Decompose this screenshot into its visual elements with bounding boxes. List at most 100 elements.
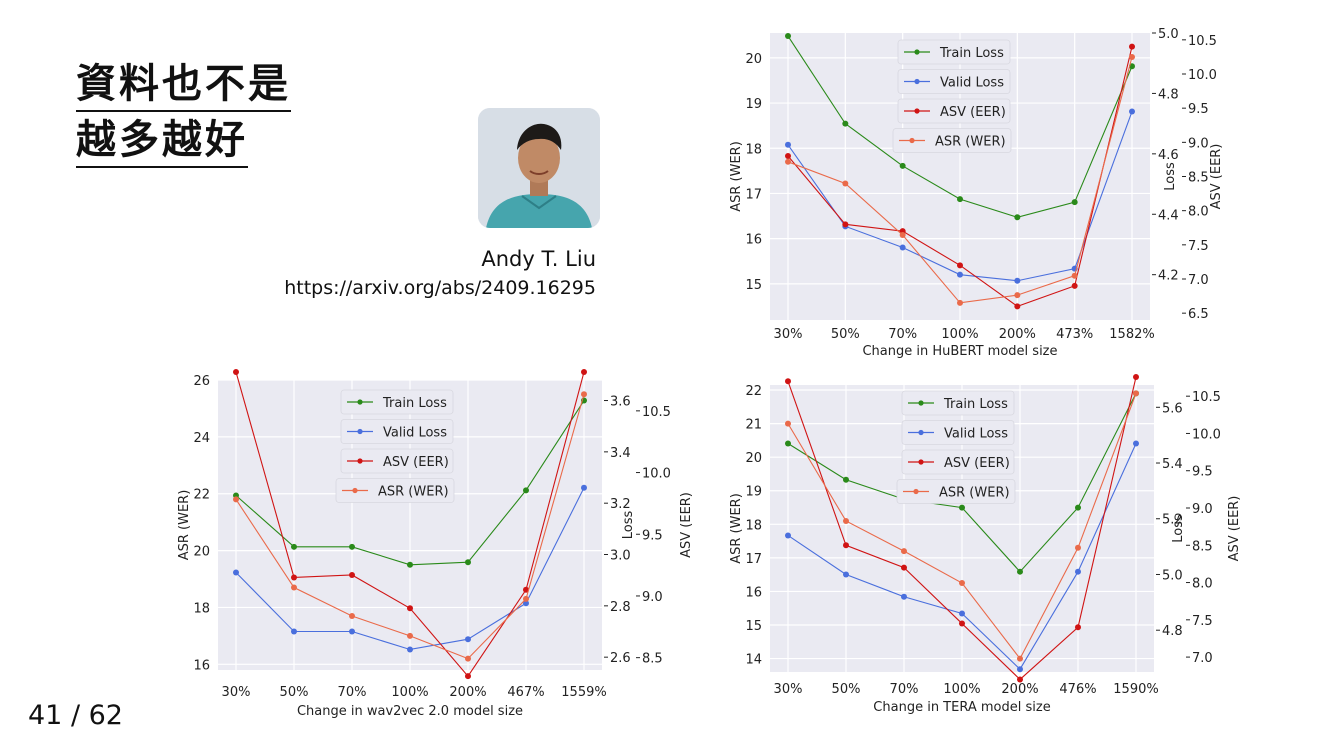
author-portrait-image [478,108,600,228]
wav2vec-valid-loss-point [349,628,355,635]
wav2vec-asr-tick-label: 24 [193,431,210,446]
tera-asr-tick-label: 19 [745,485,762,500]
wav2vec-asv-axis-title: ASV (EER) [679,492,694,558]
hubert-asv-eer-point [957,262,963,269]
wav2vec-loss-tick-label: 3.6 [610,395,631,410]
wav2vec-asr-wer-point [407,632,413,639]
tera-x-tick-label: 200% [1001,682,1038,697]
tera-asv-eer-point [1017,676,1023,683]
tera-asv-eer-point [1133,374,1139,380]
tera-legend-marker [913,488,919,495]
tera-x-tick-label: 50% [832,682,861,697]
hubert-legend-box [897,69,1011,94]
hubert-asr-tick-label: 15 [745,278,762,293]
hubert-x-tick-label: 70% [888,327,917,342]
wav2vec-asv-eer-point [407,605,413,612]
tera-x-tick-label: 70% [890,682,919,697]
hubert-chart: 30% 50% 70% 100% 200% 473% 1582% 15 16 17 18 19 20 4.… [729,27,1224,359]
hubert-asr-wer-point [957,299,963,306]
tera-asv-eer-point [901,564,907,571]
wav2vec-asv-eer-point [465,673,471,680]
tera-train-loss-point [1017,568,1023,575]
hubert-x-tick-label: 100% [941,327,978,342]
tera-asr-wer-point [1075,544,1081,551]
wav2vec-asv-tick-label: 9.5 [642,528,663,543]
paper-url: https://arxiv.org/abs/2409.16295 [284,277,596,299]
wav2vec-asr-wer-point [291,584,297,591]
hubert-legend-marker [914,49,920,55]
author-photo [478,108,600,228]
wav2vec-asr-tick-label: 20 [193,545,210,560]
tera-legend-label: Train Loss [943,397,1008,412]
wav2vec-chart: 30% 50% 70% 100% 200% 467% 1559% 16 18 20 22 24 26 2.… [177,369,694,719]
page-number: 41 / 62 [28,700,123,731]
wav2vec-legend-marker [357,428,363,435]
wav2vec-valid-loss-point [291,628,297,635]
hubert-asv-tick-label: 10.5 [1188,34,1217,49]
wav2vec-asv-eer-point [291,574,297,581]
hubert-asv-tick-label: 9.0 [1188,136,1209,151]
hubert-loss-tick-label: 4.6 [1158,148,1179,163]
tera-x-tick-label: 1590% [1113,682,1158,697]
hubert-asv-tick-label: 7.0 [1188,273,1209,288]
hubert-valid-loss-point [899,244,906,251]
hubert-valid-loss-point [785,141,791,148]
hubert-train-loss-point [785,33,791,40]
tera-valid-loss-point [843,571,849,578]
tera-x-tick-label: 100% [943,682,980,697]
tera-legend-box [901,420,1015,445]
wav2vec-legend-label: ASR (WER) [378,485,449,500]
tera-asv-eer-point [1075,624,1081,631]
hubert-asr-wer-point [785,158,791,165]
wav2vec-asv-eer-point [233,369,239,375]
wav2vec-loss-tick-label: 3.4 [610,446,631,461]
hubert-legend-box [897,98,1011,124]
wav2vec-loss-tick-label: 2.6 [610,651,631,666]
wav2vec-train-loss-point [349,543,355,550]
tera-x-tick-label: 476% [1059,682,1096,697]
hubert-legend-label: Train Loss [939,46,1004,61]
wav2vec-loss-tick-label: 3.2 [610,497,631,512]
author-name: Andy T. Liu [481,247,596,271]
hubert-legend-box [897,39,1011,65]
tera-legend-marker [918,459,924,465]
tera-asr-tick-label: 16 [745,585,762,600]
tera-asv-eer-point [843,542,849,549]
tera-asr-tick-label: 21 [745,418,762,433]
wav2vec-loss-tick-label: 2.8 [610,600,631,615]
wav2vec-x-tick-label: 50% [280,685,309,700]
hubert-legend-marker [914,78,920,85]
hubert-asv-tick-label: 9.5 [1188,102,1209,117]
hubert-asv-tick-label: 8.5 [1188,171,1209,186]
wav2vec-x-axis-title: Change in wav2vec 2.0 model size [297,704,523,719]
tera-asv-tick-label: 10.0 [1192,427,1221,442]
wav2vec-asr-wer-point [465,655,471,662]
wav2vec-asv-eer-point [349,571,355,578]
wav2vec-train-loss-point [523,487,529,494]
tera-loss-tick-label: 5.6 [1162,401,1183,416]
hubert-x-axis-title: Change in HuBERT model size [862,344,1057,359]
wav2vec-asr-wer-point [523,595,529,602]
tera-legend-box [901,390,1015,416]
tera-legend-label: ASR (WER) [939,486,1010,501]
slide-title-line1: 資料也不是 [76,64,291,112]
wav2vec-loss-tick-label: 3.0 [610,549,631,564]
tera-train-loss-point [1075,504,1081,511]
wav2vec-asv-eer-point [581,369,587,375]
hubert-train-loss-point [1014,214,1021,221]
tera-legend-label: Valid Loss [944,427,1008,442]
hubert-loss-axis-title: Loss [1163,162,1178,191]
wav2vec-x-tick-label: 1559% [561,685,606,700]
tera-asr-wer-point [901,548,907,555]
wav2vec-asr-wer-point [233,496,239,503]
wav2vec-x-tick-label: 100% [391,685,428,700]
wav2vec-legend-label: Train Loss [382,396,447,411]
wav2vec-legend-box [340,448,454,474]
hubert-asv-tick-label: 8.0 [1188,205,1209,220]
hubert-legend-label: ASR (WER) [935,135,1006,150]
hubert-train-loss-point [957,196,963,203]
hubert-legend-box [892,128,1012,153]
wav2vec-legend-marker [352,487,358,494]
hubert-train-loss-point [1071,199,1078,206]
tera-loss-tick-label: 4.8 [1162,624,1183,639]
